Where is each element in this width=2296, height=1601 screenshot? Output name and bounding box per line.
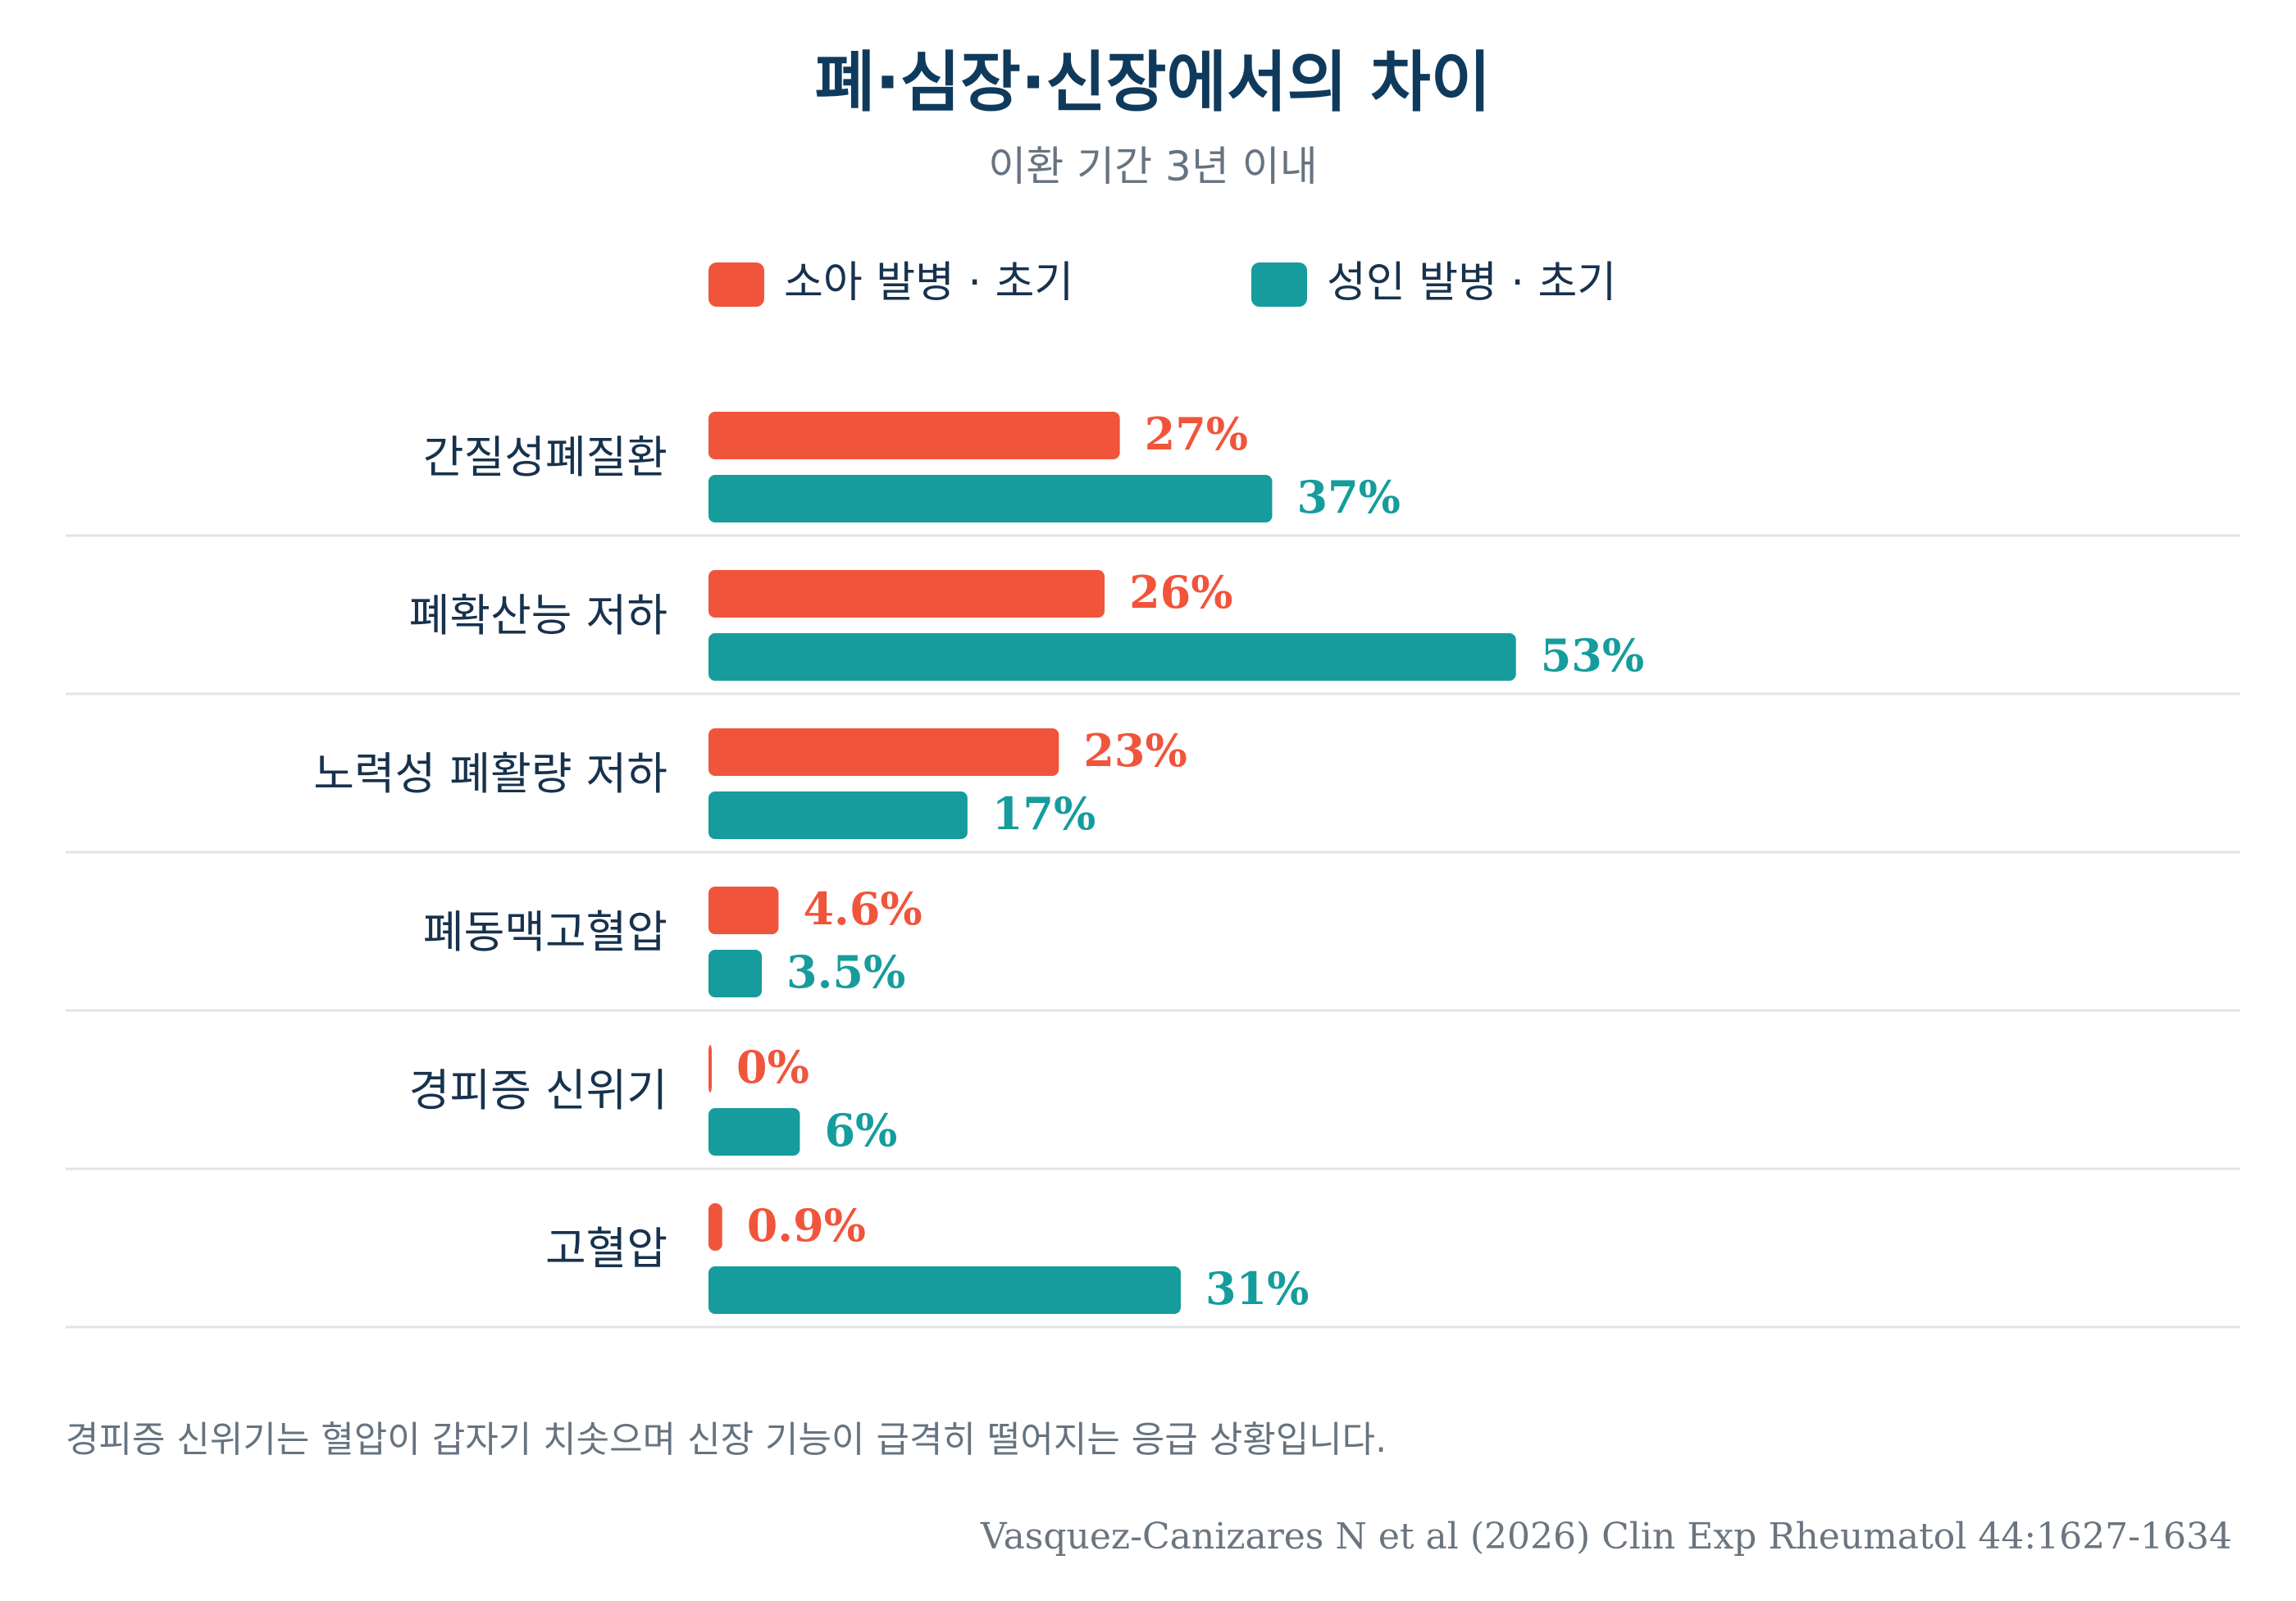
bar-adult — [708, 633, 1516, 681]
category-label: 간질성폐질환 — [423, 431, 667, 483]
data-label: 31% — [1205, 1262, 1309, 1315]
source-citation: Vasquez-Canizares N et al (2026) Clin Ex… — [980, 1516, 2232, 1558]
bar-adult — [708, 1108, 800, 1156]
legend-swatch-1 — [708, 262, 764, 307]
legend: 소아 발병 · 초기 성인 발병 · 초기 — [708, 258, 1616, 308]
data-label: 17% — [992, 787, 1096, 840]
data-label: 53% — [1541, 629, 1644, 682]
bar-adult — [708, 950, 763, 997]
bar-adult — [708, 475, 1273, 522]
data-label: 4.6% — [803, 883, 922, 935]
data-label: 6% — [824, 1104, 897, 1156]
data-label: 26% — [1129, 566, 1232, 618]
bar-pediatric — [708, 887, 779, 934]
data-label: 27% — [1145, 408, 1248, 460]
chart-subtitle: 이환 기간 3년 이내 — [988, 143, 1318, 190]
bar-pediatric — [708, 412, 1120, 459]
bar-pediatric — [708, 570, 1105, 618]
data-label: 23% — [1083, 724, 1187, 777]
data-label: 3.5% — [786, 946, 905, 998]
category-label: 노력성 폐활량 저하 — [313, 748, 667, 800]
data-label: 37% — [1296, 471, 1400, 523]
data-label: 0.9% — [747, 1199, 866, 1252]
legend-label-2: 성인 발병 · 초기 — [1327, 258, 1616, 308]
footnote: 경피증 신위기는 혈압이 갑자기 치솟으며 신장 기능이 급격히 떨어지는 응급… — [66, 1419, 1387, 1461]
category-label: 폐동맥고혈압 — [423, 906, 667, 958]
data-label: 0% — [736, 1041, 809, 1093]
category-label: 경피증 신위기 — [409, 1065, 667, 1116]
legend-swatch-2 — [1251, 262, 1307, 307]
bar-pediatric — [708, 728, 1059, 776]
bar-pediatric — [708, 1045, 712, 1092]
chart-title: 폐·심장·신장에서의 차이 — [815, 44, 1492, 121]
bar-pediatric — [708, 1203, 722, 1251]
bar-adult — [708, 791, 968, 839]
legend-label-1: 소아 발병 · 초기 — [784, 258, 1073, 308]
category-label: 폐확산능 저하 — [409, 590, 667, 641]
bar-rows: 간질성폐질환 27% 37% 폐확산능 저하 26% 53% 노력성 폐활량 저하 23% 17… — [66, 408, 2240, 1329]
bar-adult — [708, 1266, 1181, 1314]
category-label: 고혈압 — [545, 1223, 667, 1275]
